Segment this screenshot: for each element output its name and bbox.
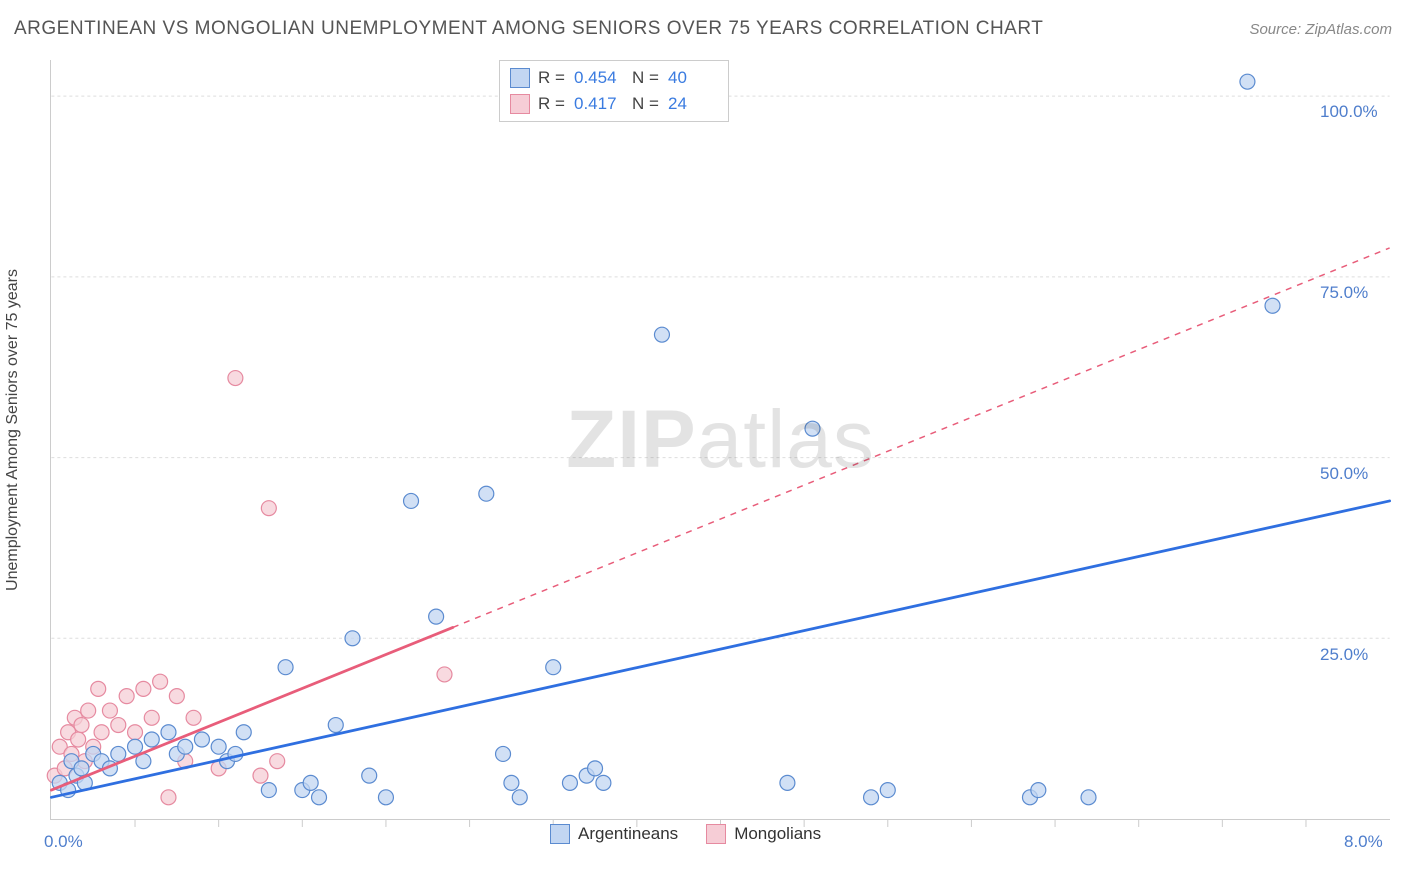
bottom-legend: Argentineans Mongolians <box>550 824 821 844</box>
r-label: R = <box>538 65 566 91</box>
legend-item-mongolians: Mongolians <box>706 824 821 844</box>
chart-title: ARGENTINEAN VS MONGOLIAN UNEMPLOYMENT AM… <box>14 18 1043 40</box>
stats-row-argentineans: R = 0.454 N = 40 <box>510 65 718 91</box>
swatch-mongolians <box>706 824 726 844</box>
r-value-argentineans: 0.454 <box>574 65 624 91</box>
y-tick-label: 100.0% <box>1320 102 1378 122</box>
swatch-mongolians <box>510 94 530 114</box>
stats-row-mongolians: R = 0.417 N = 24 <box>510 91 718 117</box>
r-value-mongolians: 0.417 <box>574 91 624 117</box>
n-value-argentineans: 40 <box>668 65 718 91</box>
n-label: N = <box>632 91 660 117</box>
legend-label-argentineans: Argentineans <box>578 824 678 844</box>
y-tick-label: 50.0% <box>1320 464 1368 484</box>
swatch-argentineans <box>550 824 570 844</box>
swatch-argentineans <box>510 68 530 88</box>
x-tick-label: 0.0% <box>44 832 83 852</box>
legend-item-argentineans: Argentineans <box>550 824 678 844</box>
stats-legend-box: R = 0.454 N = 40 R = 0.417 N = 24 <box>499 60 729 122</box>
source-label: Source: ZipAtlas.com <box>1249 21 1392 38</box>
n-value-mongolians: 24 <box>668 91 718 117</box>
legend-label-mongolians: Mongolians <box>734 824 821 844</box>
r-label: R = <box>538 91 566 117</box>
plot-area: ZIPatlas R = 0.454 N = 40 R = 0.417 N = … <box>50 60 1390 820</box>
y-axis-label: Unemployment Among Seniors over 75 years <box>4 269 22 591</box>
y-tick-label: 25.0% <box>1320 645 1368 665</box>
x-tick-label: 8.0% <box>1344 832 1383 852</box>
n-label: N = <box>632 65 660 91</box>
y-tick-label: 75.0% <box>1320 283 1368 303</box>
